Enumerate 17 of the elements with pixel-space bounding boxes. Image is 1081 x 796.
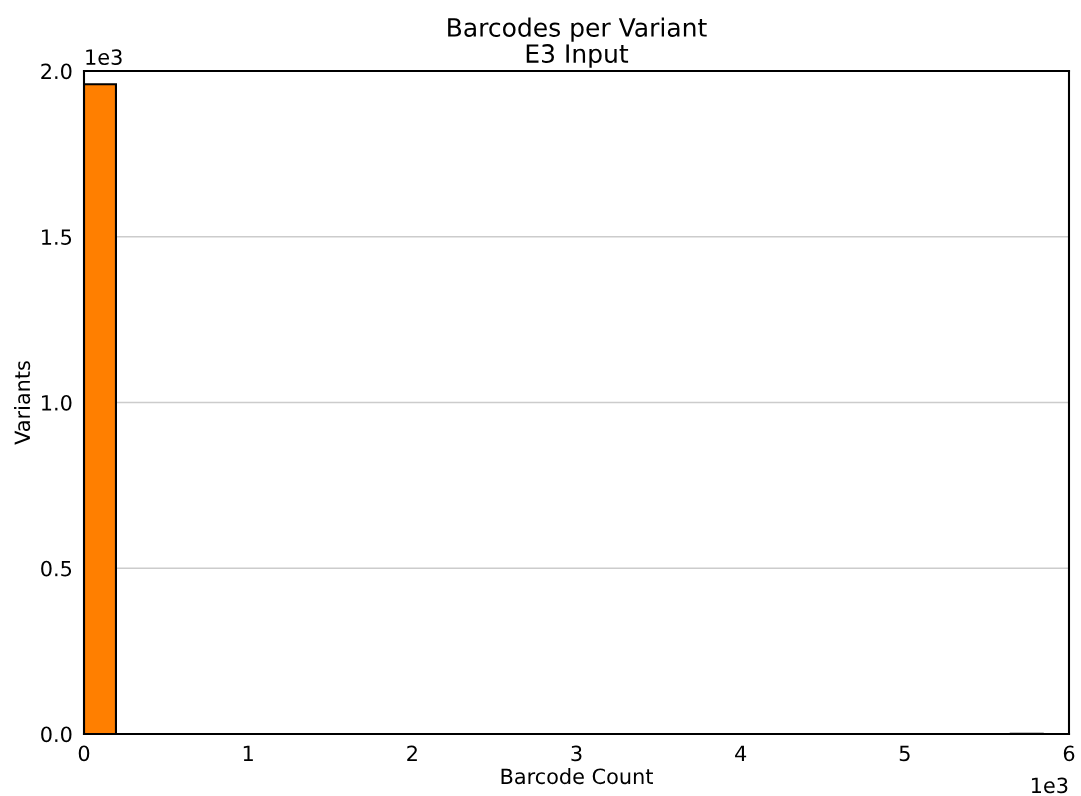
x-tick-label: 1 [243,745,253,761]
x-tick-label: 5 [899,745,910,762]
y-tick-label: 0.0 [41,726,72,743]
text: 1e3 [1031,777,1068,794]
x-tick-label: 3 [571,745,582,762]
x-axis-title: Barcode Count [501,768,653,785]
y-tick-label: 2.0 [41,63,72,80]
x-tick-label: 0 [78,745,90,762]
y-axis-title: Variants [14,361,31,445]
chart-title: Barcodes per Variant E3 Input [448,17,707,68]
y-tick-label: 1.5 [42,229,72,245]
y-tick-label: 0.5 [41,560,72,577]
text: 1e3 [86,49,122,65]
y-tick-label: 1.0 [42,394,72,411]
x-tick-label: 6 [1063,745,1075,762]
x-tick-label: 2 [407,745,417,761]
x-tick-label: 4 [735,745,747,761]
